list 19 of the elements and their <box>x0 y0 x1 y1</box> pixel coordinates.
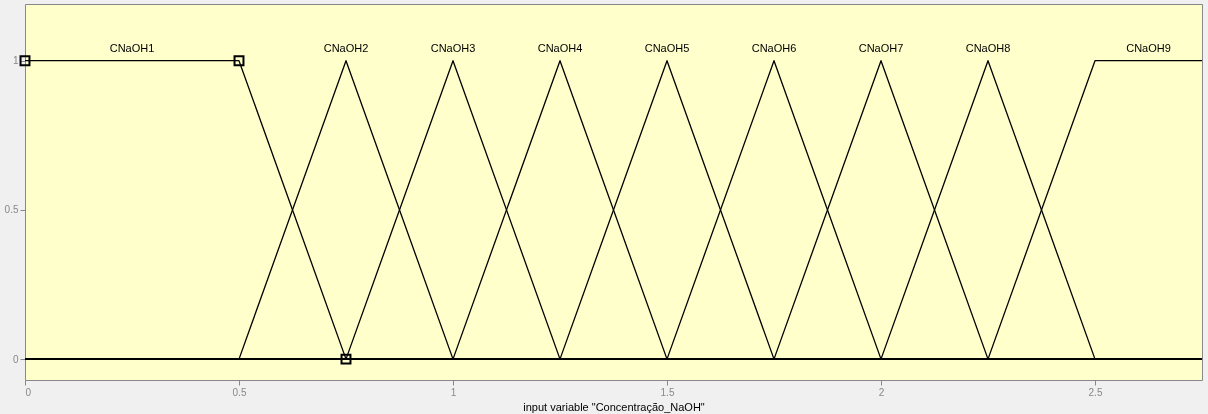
y-tick-label: 1 <box>12 55 19 67</box>
series-label: CNaOH4 <box>537 41 583 54</box>
series-label: CNaOH6 <box>751 41 797 54</box>
series-label: CNaOH3 <box>430 41 476 54</box>
x-tick-label: 2.5 <box>1088 386 1103 398</box>
x-tick-label: 0.5 <box>232 386 247 398</box>
series-label: CNaOH9 <box>1126 41 1171 54</box>
x-tick-label: 1 <box>450 386 457 398</box>
x-tick-label: 1.5 <box>660 386 675 398</box>
x-axis-title: input variable "Concentração_NaOH" <box>523 400 705 413</box>
x-tick-label: 0 <box>25 386 32 398</box>
series-label: CNaOH1 <box>109 41 155 54</box>
y-tick-label: 0 <box>12 353 19 365</box>
series-label: CNaOH8 <box>965 41 1011 54</box>
y-tick-label: 0.5 <box>4 204 19 216</box>
series-label: CNaOH7 <box>858 41 904 54</box>
series-label: CNaOH2 <box>323 41 369 54</box>
series-label: CNaOH5 <box>644 41 690 54</box>
x-tick-label: 2 <box>878 386 885 398</box>
